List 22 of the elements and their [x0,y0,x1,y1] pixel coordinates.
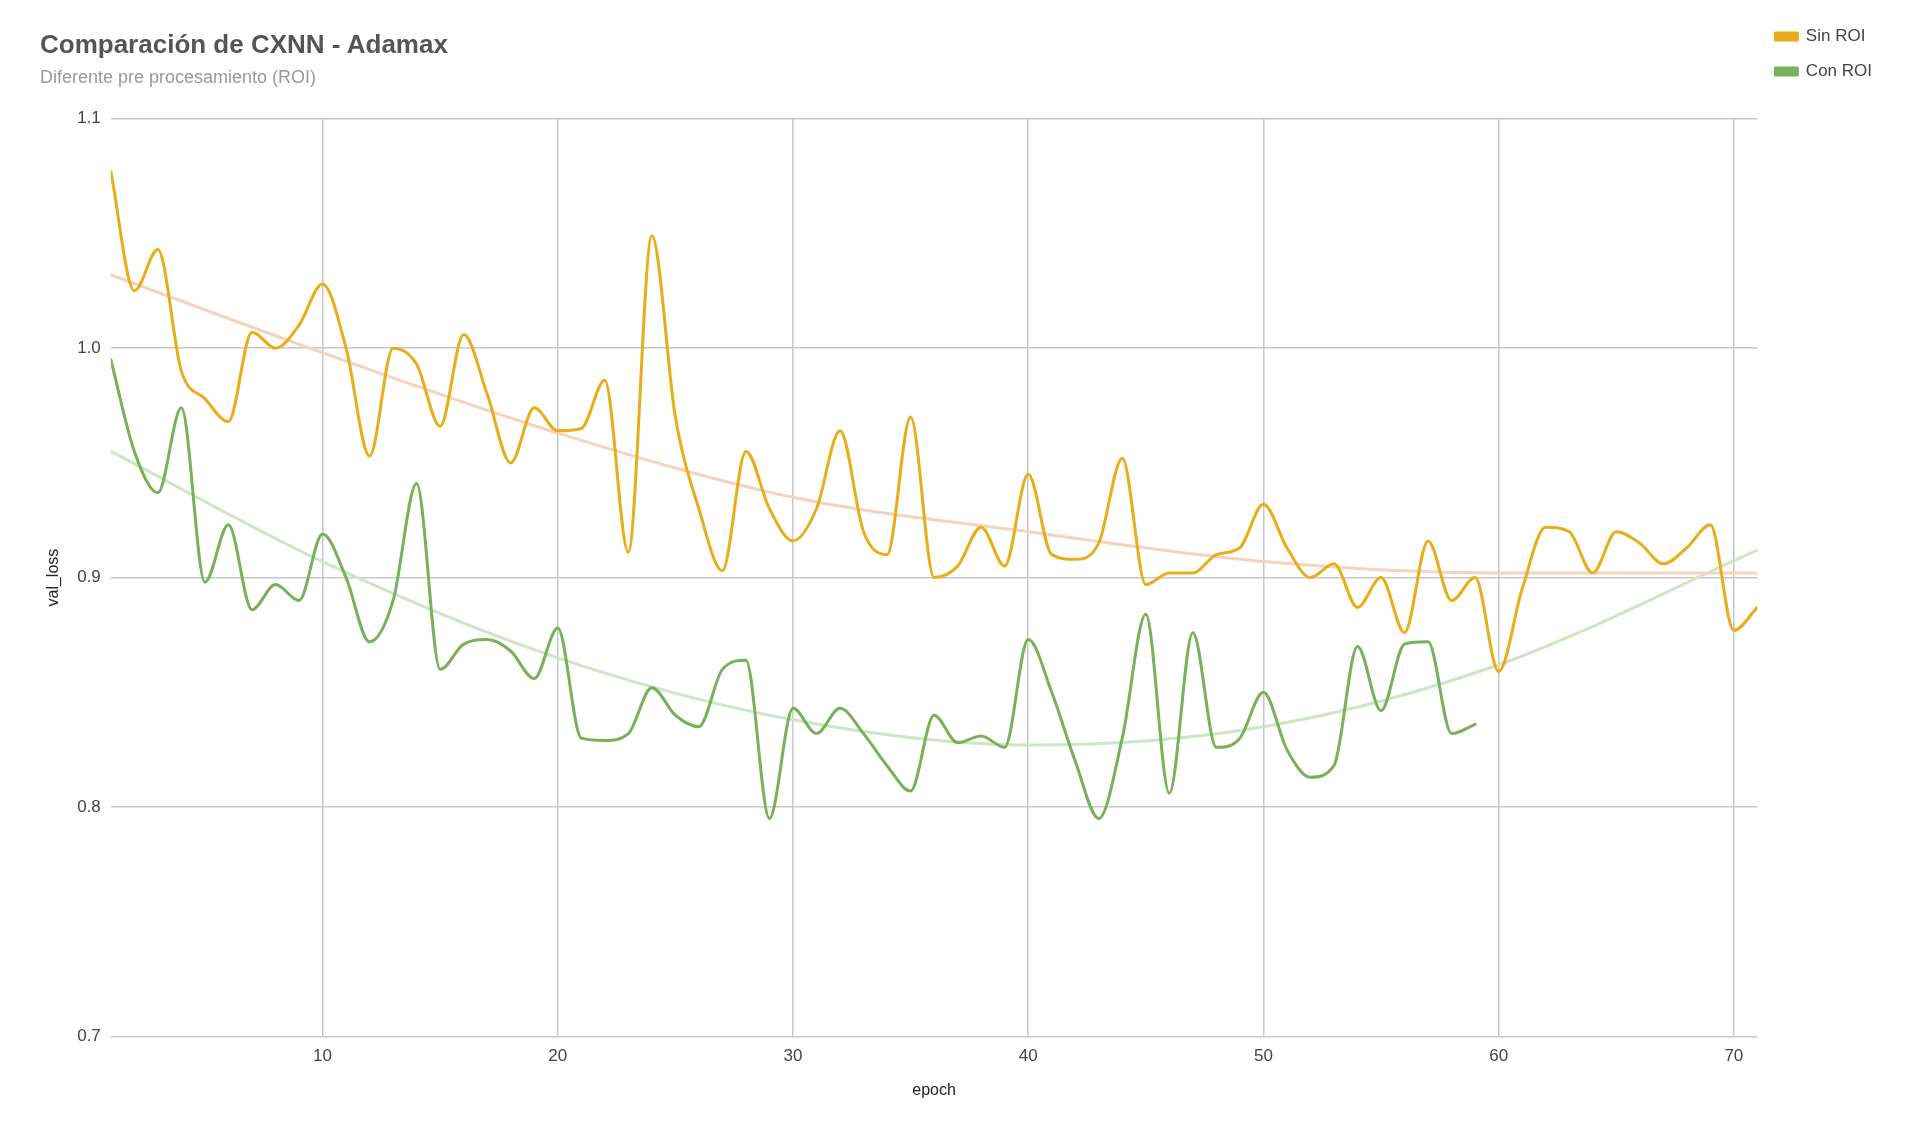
x-tick-label: 40 [1018,1046,1038,1066]
line-series [110,273,1758,575]
chart-title: Comparación de CXNN - Adamax [40,28,449,59]
x-tick-label: 20 [548,1046,568,1066]
legend-label: Con ROI [1805,61,1873,81]
x-tick-label: 10 [313,1046,332,1066]
x-axis-title: epoch [912,1080,956,1098]
x-tick-label: 30 [783,1046,803,1066]
line-series [110,358,1477,820]
chart-subtitle: Diferente pre procesamiento (ROI) [40,66,317,87]
y-tick-label: 0.7 [77,1026,101,1046]
y-axis-title: val_loss [44,548,63,607]
line-series [110,449,1758,747]
y-tick-label: 1.0 [77,337,101,357]
line-series [110,170,1758,674]
x-tick-label: 50 [1253,1046,1273,1066]
y-tick-label: 0.8 [77,796,101,816]
x-tick-label: 70 [1724,1046,1744,1066]
y-tick-label: 1.1 [77,108,101,128]
legend-label: Sin ROI [1805,26,1866,46]
x-tick-label: 60 [1489,1046,1509,1066]
y-tick-label: 0.9 [77,567,101,587]
